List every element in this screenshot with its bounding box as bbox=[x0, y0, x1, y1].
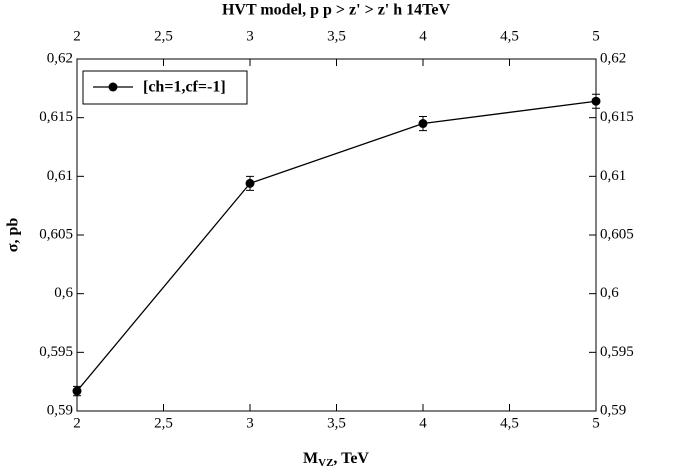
x-label-rest: , TeV bbox=[333, 450, 369, 467]
y-tick-label-right: 0,59 bbox=[600, 402, 626, 418]
x-label-main: M bbox=[303, 450, 318, 467]
y-tick-label: 0,59 bbox=[47, 402, 73, 418]
data-point bbox=[591, 96, 601, 106]
data-point bbox=[245, 178, 255, 188]
y-tick-label: 0,595 bbox=[39, 344, 73, 360]
x-tick-label-top: 5 bbox=[592, 28, 600, 44]
x-tick-label: 3 bbox=[246, 415, 254, 431]
y-tick-label: 0,61 bbox=[47, 168, 73, 184]
data-point bbox=[418, 119, 428, 129]
x-tick-label-top: 3 bbox=[246, 28, 254, 44]
legend-label: [ch=1,cf=-1] bbox=[143, 79, 226, 96]
x-tick-label-top: 3,5 bbox=[327, 28, 346, 44]
y-tick-label: 0,6 bbox=[54, 285, 73, 301]
x-tick-label: 2,5 bbox=[154, 415, 173, 431]
x-tick-label: 4 bbox=[419, 415, 427, 431]
x-label-sub: VZ bbox=[318, 457, 333, 469]
x-tick-label: 2 bbox=[73, 415, 81, 431]
data-point bbox=[72, 386, 82, 396]
x-tick-label: 5 bbox=[592, 415, 600, 431]
x-tick-label: 3,5 bbox=[327, 415, 346, 431]
x-tick-label: 4,5 bbox=[500, 415, 519, 431]
x-tick-label-top: 4 bbox=[419, 28, 427, 44]
y-tick-label: 0,615 bbox=[39, 109, 73, 125]
x-tick-label-top: 4,5 bbox=[500, 28, 519, 44]
y-tick-label-right: 0,605 bbox=[600, 226, 634, 242]
y-tick-label: 0,62 bbox=[47, 50, 73, 66]
y-tick-label-right: 0,61 bbox=[600, 168, 626, 184]
y-tick-label-right: 0,615 bbox=[600, 109, 634, 125]
series-line bbox=[76, 100, 597, 392]
y-tick-label-right: 0,62 bbox=[600, 50, 626, 66]
y-tick-label-right: 0,595 bbox=[600, 344, 634, 360]
x-tick-label-top: 2,5 bbox=[154, 28, 173, 44]
x-axis-label: MVZ, TeV bbox=[303, 450, 369, 469]
y-axis-label: σ, pb bbox=[5, 218, 22, 253]
y-tick-label: 0,605 bbox=[39, 226, 73, 242]
chart-title: HVT model, p p > z' > z' h 14TeV bbox=[222, 2, 450, 19]
x-tick-label-top: 2 bbox=[73, 28, 81, 44]
legend-marker bbox=[108, 82, 118, 92]
y-tick-label-right: 0,6 bbox=[600, 285, 619, 301]
